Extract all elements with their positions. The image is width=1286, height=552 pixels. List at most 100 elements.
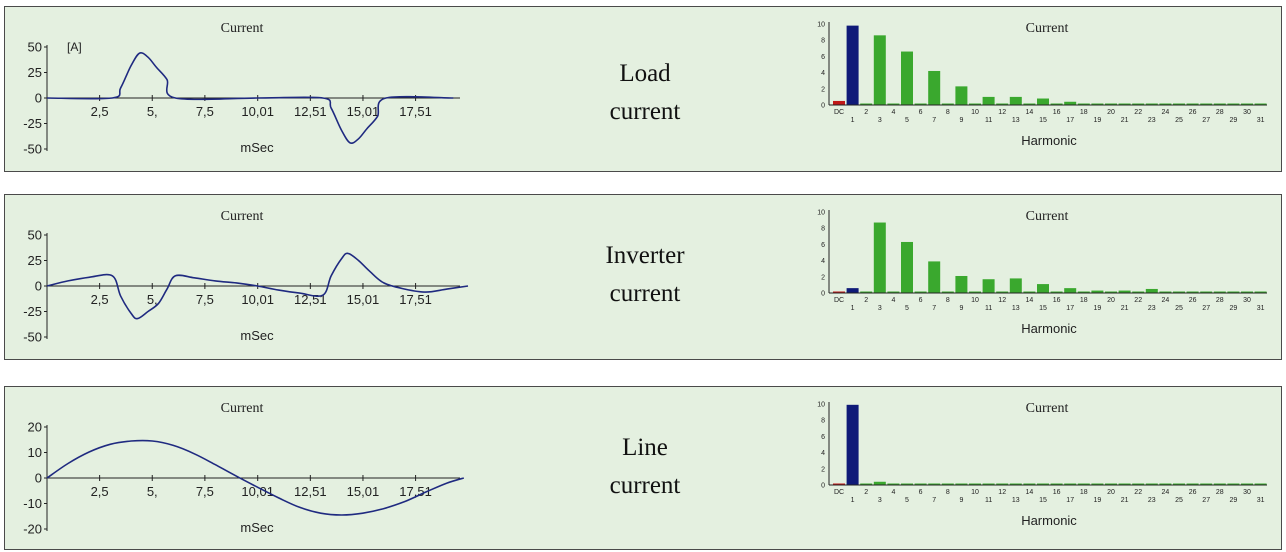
harmonic-bar	[982, 96, 995, 105]
inverter-current-label: Inverter current	[565, 237, 725, 313]
harmonic-bar	[1241, 291, 1253, 293]
harmonic-bar	[1200, 291, 1213, 293]
harmonic-x-tick-label: 23	[1148, 305, 1156, 312]
harmonic-x-tick-label: 20	[1107, 297, 1115, 304]
harmonic-bar	[1077, 483, 1090, 485]
harmonic-x-tick-label: 25	[1175, 305, 1183, 312]
harmonic-x-tick-label: 17	[1066, 117, 1074, 124]
harmonic-x-tick-label: 22	[1134, 489, 1142, 496]
y-tick-label: 0	[35, 471, 42, 486]
x-axis-label: mSec	[240, 520, 274, 535]
harmonic-x-tick-label: 15	[1039, 305, 1047, 312]
harmonic-bar	[1213, 483, 1226, 485]
harmonic-x-tick-label: 31	[1257, 117, 1265, 124]
harmonic-x-tick-label: 7	[932, 305, 936, 312]
harmonic-x-tick-label: 18	[1080, 489, 1088, 496]
x-tick-label: 15,01	[347, 484, 380, 499]
harmonic-x-tick-label: 14	[1026, 489, 1034, 496]
harmonic-bar	[996, 103, 1009, 105]
harmonic-x-tick-label: 14	[1026, 109, 1034, 116]
harmonic-bar	[941, 291, 954, 293]
x-tick-label: 5,	[147, 484, 158, 499]
harmonic-bar	[1173, 291, 1185, 293]
harmonic-x-tick-label: 22	[1134, 109, 1142, 116]
x-tick-label: 12,51	[294, 484, 327, 499]
harmonic-bar	[1064, 101, 1077, 105]
inverter-harmonic-chart: Current1086420DC123456789101112131415161…	[817, 209, 1267, 336]
harmonic-x-tick-label: 20	[1107, 109, 1115, 116]
harmonic-x-tick-label: 8	[946, 297, 950, 304]
harmonic-x-tick-label: 6	[919, 489, 923, 496]
harmonic-x-tick-label: 5	[905, 117, 909, 124]
load-current-label: Load current	[565, 55, 725, 131]
harmonic-x-tick-label: 5	[905, 305, 909, 312]
x-axis-label: mSec	[240, 140, 274, 155]
x-tick-label: 17,51	[399, 292, 432, 307]
y-tick-label: 25	[28, 65, 42, 80]
harmonic-bar	[1091, 483, 1104, 485]
harmonic-bar	[1091, 103, 1104, 105]
x-tick-label: 12,51	[294, 104, 327, 119]
harmonic-x-tick-label: 3	[878, 497, 882, 504]
harmonic-x-tick-label: 11	[985, 117, 992, 124]
harmonic-y-tick-label: 6	[821, 434, 825, 441]
current-waveform-line	[46, 252, 469, 320]
harmonic-x-tick-label: 24	[1162, 297, 1170, 304]
harmonic-x-axis-label: Harmonic	[1021, 133, 1077, 148]
harmonic-x-tick-label: 2	[864, 489, 868, 496]
y-tick-label: -25	[23, 116, 42, 131]
harmonic-bar	[996, 291, 1009, 293]
x-tick-label: 15,01	[347, 104, 380, 119]
harmonic-x-tick-label: 10	[971, 297, 979, 304]
harmonic-bar	[928, 483, 941, 485]
waveform-title: Current	[221, 209, 264, 224]
harmonic-bar	[955, 86, 968, 105]
harmonic-x-tick-label: 30	[1243, 489, 1251, 496]
harmonic-bar	[1159, 103, 1172, 105]
harmonic-bar	[1145, 288, 1158, 293]
harmonic-x-tick-label: 23	[1148, 497, 1156, 504]
harmonic-x-tick-label: 1	[851, 497, 855, 504]
x-tick-label: 15,01	[347, 292, 380, 307]
label-line-1: Line	[622, 434, 668, 461]
harmonic-bar	[1213, 291, 1226, 293]
y-tick-label: 50	[28, 228, 42, 243]
harmonic-bar	[846, 404, 859, 485]
harmonic-bar	[1050, 483, 1063, 485]
harmonic-x-tick-label: 1	[851, 117, 855, 124]
harmonic-x-tick-label: 26	[1189, 297, 1197, 304]
harmonic-x-tick-label: DC	[834, 297, 844, 304]
harmonic-x-tick-label: 8	[946, 109, 950, 116]
harmonic-x-tick-label: 4	[891, 297, 895, 304]
harmonic-bar	[873, 481, 886, 485]
y-tick-label: 50	[28, 40, 42, 55]
y-tick-label: -20	[23, 522, 42, 537]
harmonic-bar	[1009, 278, 1022, 293]
harmonic-bar	[833, 483, 845, 485]
current-waveform-line	[46, 52, 454, 144]
harmonic-bar	[982, 279, 995, 293]
harmonic-bar	[887, 291, 900, 293]
harmonic-x-tick-label: 11	[985, 305, 992, 312]
harmonic-bar	[1077, 291, 1090, 293]
harmonic-bar	[1227, 103, 1240, 105]
label-line-1: Inverter	[605, 242, 685, 269]
harmonic-title: Current	[1026, 401, 1069, 416]
harmonic-x-tick-label: 22	[1134, 297, 1142, 304]
harmonic-y-tick-label: 10	[817, 22, 825, 29]
harmonic-x-tick-label: 19	[1094, 117, 1102, 124]
x-tick-label: 2,5	[91, 292, 109, 307]
inverter-current-panel: Current 50 25 0 -25 -50 2,5 5, 7,5 10,01 12,51 15,0…	[4, 194, 1282, 360]
harmonic-x-tick-label: 29	[1230, 497, 1238, 504]
harmonic-x-tick-label: 20	[1107, 489, 1115, 496]
harmonic-y-tick-label: 2	[821, 274, 825, 281]
y-tick-label: -10	[23, 496, 42, 511]
label-line-2: current	[609, 98, 681, 125]
harmonic-bar	[1132, 103, 1145, 105]
harmonic-bar	[1200, 103, 1213, 105]
harmonic-bar	[1159, 291, 1172, 293]
harmonic-bar	[1186, 483, 1199, 485]
harmonic-x-tick-label: 21	[1121, 497, 1129, 504]
harmonic-x-tick-label: 7	[932, 497, 936, 504]
line-current-panel: Current 20 10 0 -10 -20 2,5 5, 7,5 10,01 12,51 15,0…	[4, 386, 1282, 550]
